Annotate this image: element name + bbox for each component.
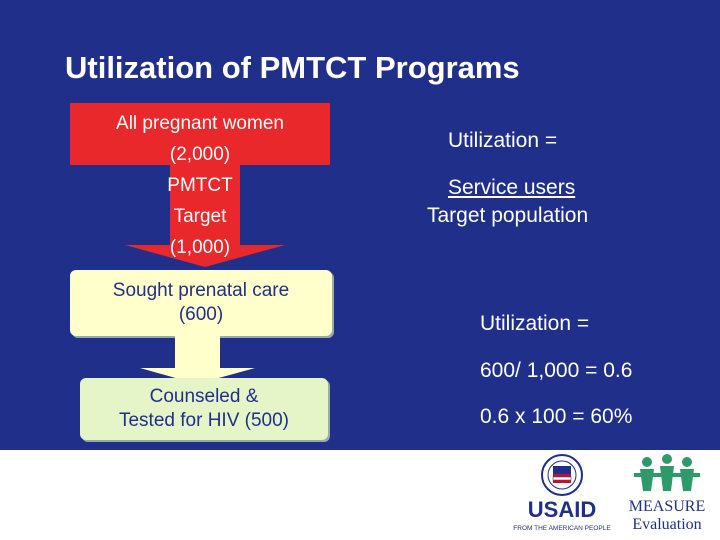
- utilization-label-2: Utilization =: [480, 312, 590, 335]
- counseled-tested-box: Counseled & Tested for HIV (500): [80, 378, 328, 440]
- formula-denominator: Target population: [427, 204, 589, 227]
- measure-wordmark: MEASURE: [629, 498, 705, 515]
- red-box-line3: PMTCT: [167, 175, 233, 196]
- red-box-line1: All pregnant women: [116, 113, 284, 134]
- prenatal-care-line2: (600): [178, 304, 224, 325]
- all-pregnant-women-box: [70, 103, 330, 165]
- down-arrow-red: [125, 165, 285, 267]
- formula-numerator: Service users: [448, 176, 576, 199]
- measure-evaluation-logo: MEASURE Evaluation: [629, 454, 705, 533]
- usaid-wordmark: USAID: [528, 497, 596, 522]
- red-box-line4: Target: [173, 206, 227, 227]
- counseled-tested-line2: Tested for HIV (500): [118, 410, 290, 431]
- slide-title: Utilization of PMTCT Programs: [65, 50, 520, 85]
- slide-background: Utilization of PMTCT Programs All pregna…: [0, 0, 720, 450]
- prenatal-care-text: Sought prenatal care (600): [70, 279, 332, 327]
- red-box-line5: (1,000): [169, 237, 231, 258]
- prenatal-care-line1: Sought prenatal care: [112, 280, 290, 301]
- usaid-tagline: FROM THE AMERICAN PEOPLE: [513, 525, 611, 532]
- prenatal-care-box: Sought prenatal care (600): [70, 270, 332, 336]
- down-arrow-yellow: [140, 336, 255, 384]
- counseled-tested-line1: Counseled &: [149, 386, 259, 407]
- usaid-logo: USAID FROM THE AMERICAN PEOPLE: [513, 454, 611, 532]
- counseled-tested-text: Counseled & Tested for HIV (500): [80, 385, 328, 433]
- evaluation-wordmark: Evaluation: [632, 516, 701, 533]
- red-box-text: All pregnant women (2,000) PMTCT Target …: [70, 108, 330, 263]
- utilization-label-1: Utilization =: [448, 129, 558, 152]
- calculation-ratio: 600/ 1,000 = 0.6: [480, 359, 633, 382]
- red-box-line2: (2,000): [169, 144, 231, 165]
- calculation-percent: 0.6 x 100 = 60%: [480, 405, 633, 428]
